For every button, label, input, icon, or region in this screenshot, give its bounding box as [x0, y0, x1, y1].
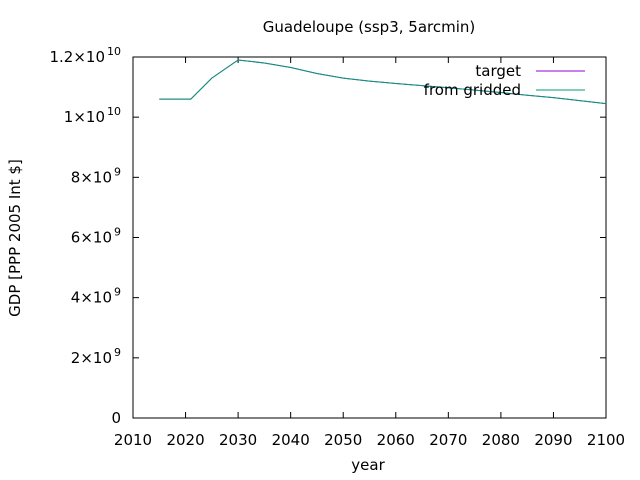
y-tick-label-exponent: 9: [114, 165, 121, 178]
x-tick-label: 2070: [429, 431, 467, 449]
y-tick-label-base: 6×10: [71, 229, 112, 247]
y-tick-label: 0: [111, 409, 121, 427]
y-axis: 02×10 94×10 96×10 98×10 91×10 101.2×10 10: [49, 45, 606, 427]
y-tick-label: 1×10 10: [64, 105, 121, 126]
y-tick-label-exponent: 10: [107, 45, 121, 58]
x-tick-label: 2040: [272, 431, 310, 449]
x-tick-label: 2060: [377, 431, 415, 449]
x-tick-label: 2010: [114, 431, 152, 449]
y-axis-label: GDP [PPP 2005 Int $]: [6, 159, 24, 317]
series-line-from-gridded: [159, 59, 607, 105]
legend-label: target: [475, 62, 521, 80]
y-tick-label-base: 1.2×10: [49, 48, 105, 66]
x-tick-label: 2020: [166, 431, 204, 449]
y-tick-label-exponent: 9: [114, 286, 121, 299]
chart-title: Guadeloupe (ssp3, 5arcmin): [263, 18, 475, 36]
x-axis: 2010 2020 2030 2040 2050 2060 2070 2080 2090 2100: [114, 57, 625, 449]
y-tick-label-base: 4×10: [71, 289, 112, 307]
x-tick-label: 2090: [534, 431, 572, 449]
y-tick-label-exponent: 9: [114, 346, 121, 359]
y-tick-label: 8×10 9: [71, 165, 121, 186]
y-tick-label: 1.2×10 10: [49, 45, 121, 66]
y-tick-label-base: 1×10: [64, 108, 105, 126]
y-tick-label: 2×10 9: [71, 346, 121, 367]
plot-frame: [132, 56, 607, 419]
series-layer: [159, 59, 607, 105]
x-tick-label: 2050: [324, 431, 362, 449]
y-tick-label-base: 8×10: [71, 168, 112, 186]
y-tick-label-exponent: 9: [114, 226, 121, 239]
y-tick-label-base: 2×10: [71, 349, 112, 367]
y-tick-label-exponent: 10: [107, 105, 121, 118]
x-tick-label: 2100: [587, 431, 625, 449]
x-axis-label: year: [351, 456, 385, 474]
y-tick-label-base: 0: [111, 409, 121, 427]
y-tick-label: 4×10 9: [71, 286, 121, 307]
y-tick-label: 6×10 9: [71, 226, 121, 247]
legend-label: from gridded: [424, 81, 521, 99]
x-tick-label: 2030: [219, 431, 257, 449]
plot-border: [132, 56, 607, 419]
x-tick-label: 2080: [482, 431, 520, 449]
